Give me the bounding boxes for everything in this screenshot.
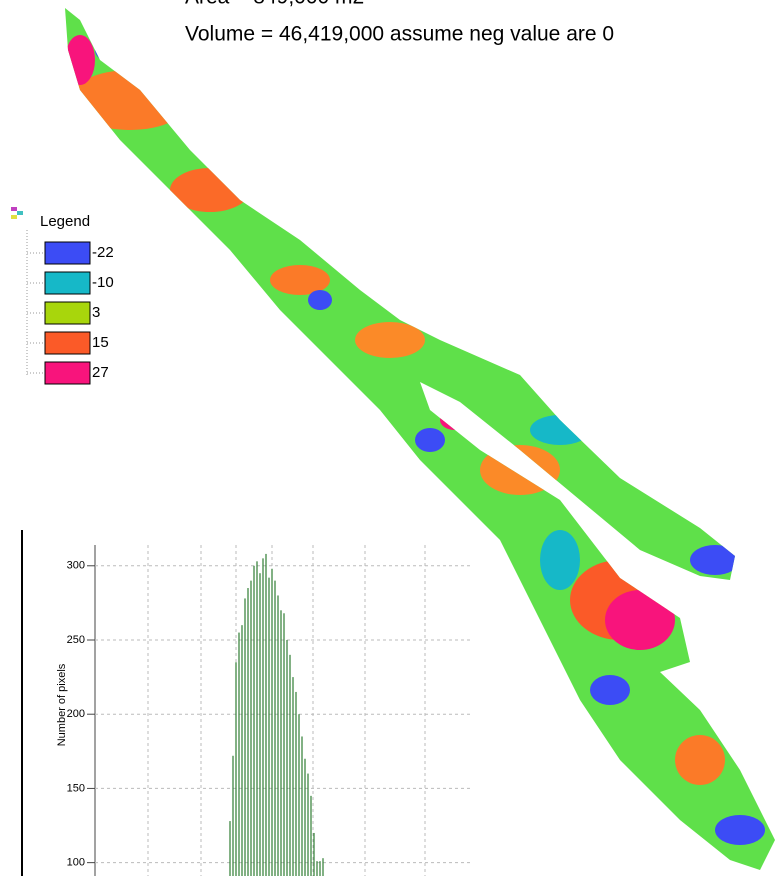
bar (262, 558, 264, 876)
bar (271, 568, 273, 876)
legend-label: 3 (92, 304, 100, 321)
bar (250, 580, 252, 876)
bar (256, 561, 258, 876)
bar (319, 861, 321, 876)
bar (301, 736, 303, 876)
legend-swatch (44, 331, 91, 355)
legend-label: 27 (92, 364, 109, 381)
bar (307, 773, 309, 876)
y-tick-label: 300 (67, 560, 85, 572)
bar (268, 577, 270, 876)
legend-label: -22 (92, 244, 114, 261)
bar (235, 662, 237, 876)
bar (253, 565, 255, 876)
y-tick-label: 200 (67, 708, 85, 720)
bar (295, 691, 297, 876)
legend-swatch (44, 241, 91, 265)
bar (316, 861, 318, 876)
y-tick-label: 250 (67, 634, 85, 646)
bar (313, 832, 315, 876)
legend-label: -10 (92, 274, 114, 291)
legend-swatch (44, 271, 91, 295)
y-tick-label: 150 (67, 782, 85, 794)
legend-swatch (44, 301, 91, 325)
bar (277, 595, 279, 876)
volume-text: Volume = 46,419,000 assume neg value are… (185, 23, 614, 46)
y-axis-label: Number of pixels (56, 663, 68, 746)
bar (292, 677, 294, 876)
bar (298, 714, 300, 876)
legend-label: 15 (92, 334, 109, 351)
bar (265, 553, 267, 876)
bar (244, 598, 246, 876)
bar (229, 821, 231, 876)
bar (322, 858, 324, 876)
bar (259, 573, 261, 876)
bar (274, 580, 276, 876)
bar (232, 755, 234, 876)
bar (280, 610, 282, 876)
bar (289, 654, 291, 876)
bar (286, 639, 288, 876)
bar (241, 625, 243, 876)
bar (283, 613, 285, 876)
area-text: Area = 849,000 m2 (185, 0, 364, 9)
legend: Legend (11, 207, 90, 377)
bar (304, 758, 306, 876)
legend-swatch (44, 361, 91, 385)
bar (247, 588, 249, 876)
bar (238, 632, 240, 876)
legend-title: Legend (40, 213, 90, 230)
bar (310, 795, 312, 876)
y-tick-label: 100 (67, 857, 85, 869)
